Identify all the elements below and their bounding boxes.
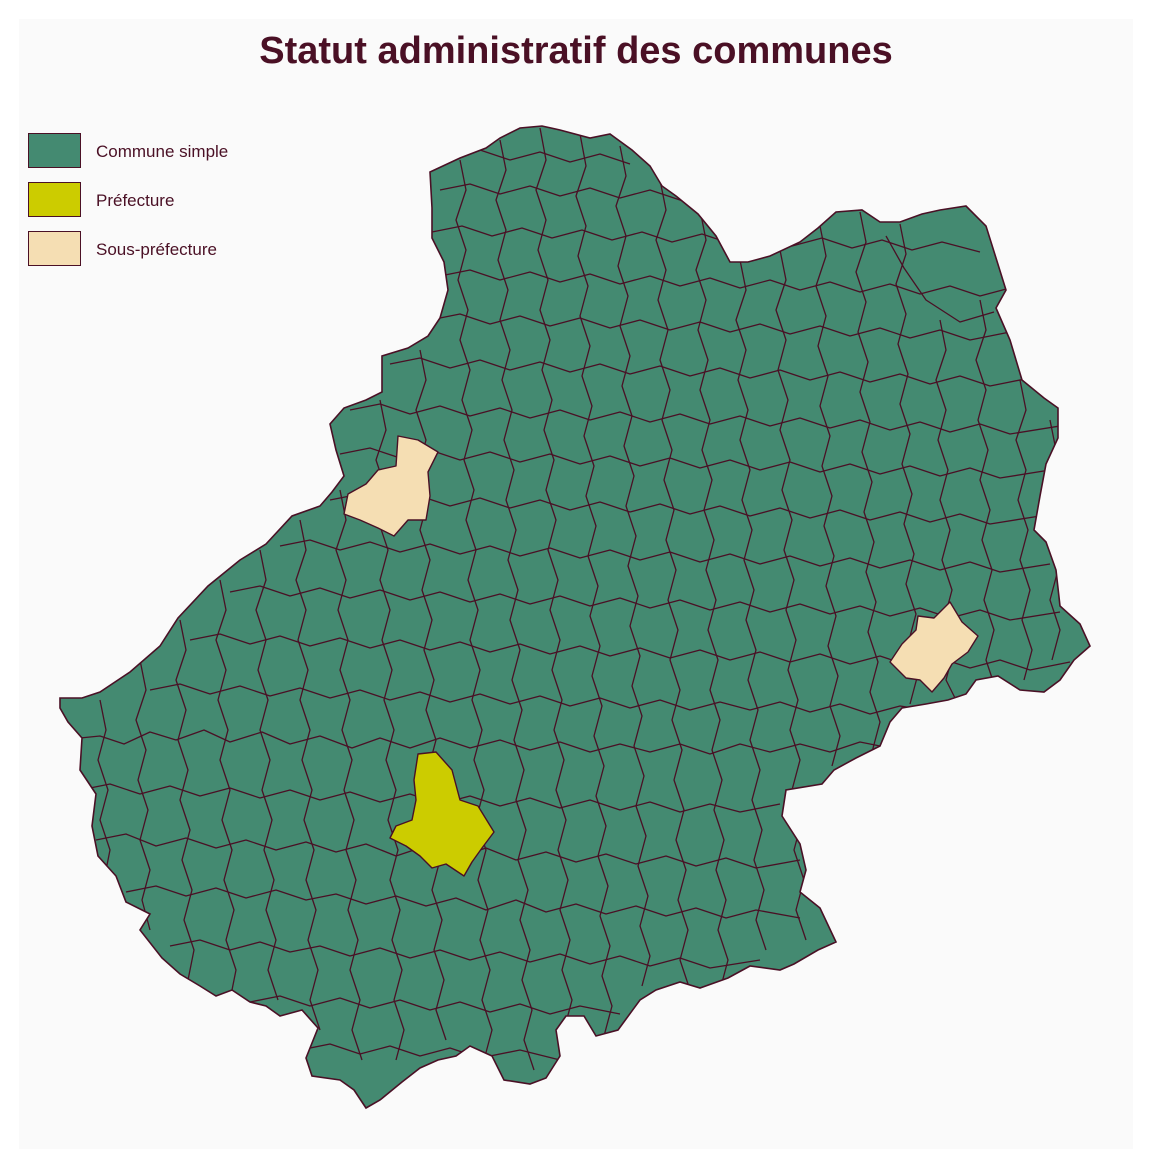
sous-prefecture-east <box>889 601 979 693</box>
legend-label-commune-simple: Commune simple <box>96 142 229 161</box>
prefecture <box>389 751 495 877</box>
legend-label-sous-prefecture: Sous-préfecture <box>96 240 217 259</box>
legend-label-prefecture: Préfecture <box>96 191 175 210</box>
legend-swatch-sous-prefecture <box>28 231 81 266</box>
sous-prefecture-northwest <box>343 435 439 537</box>
legend-swatch-prefecture <box>28 182 81 217</box>
commune-borders <box>60 127 1071 1071</box>
map-title: Statut administratif des communes <box>259 30 893 72</box>
legend-swatch-commune-simple <box>28 133 81 168</box>
